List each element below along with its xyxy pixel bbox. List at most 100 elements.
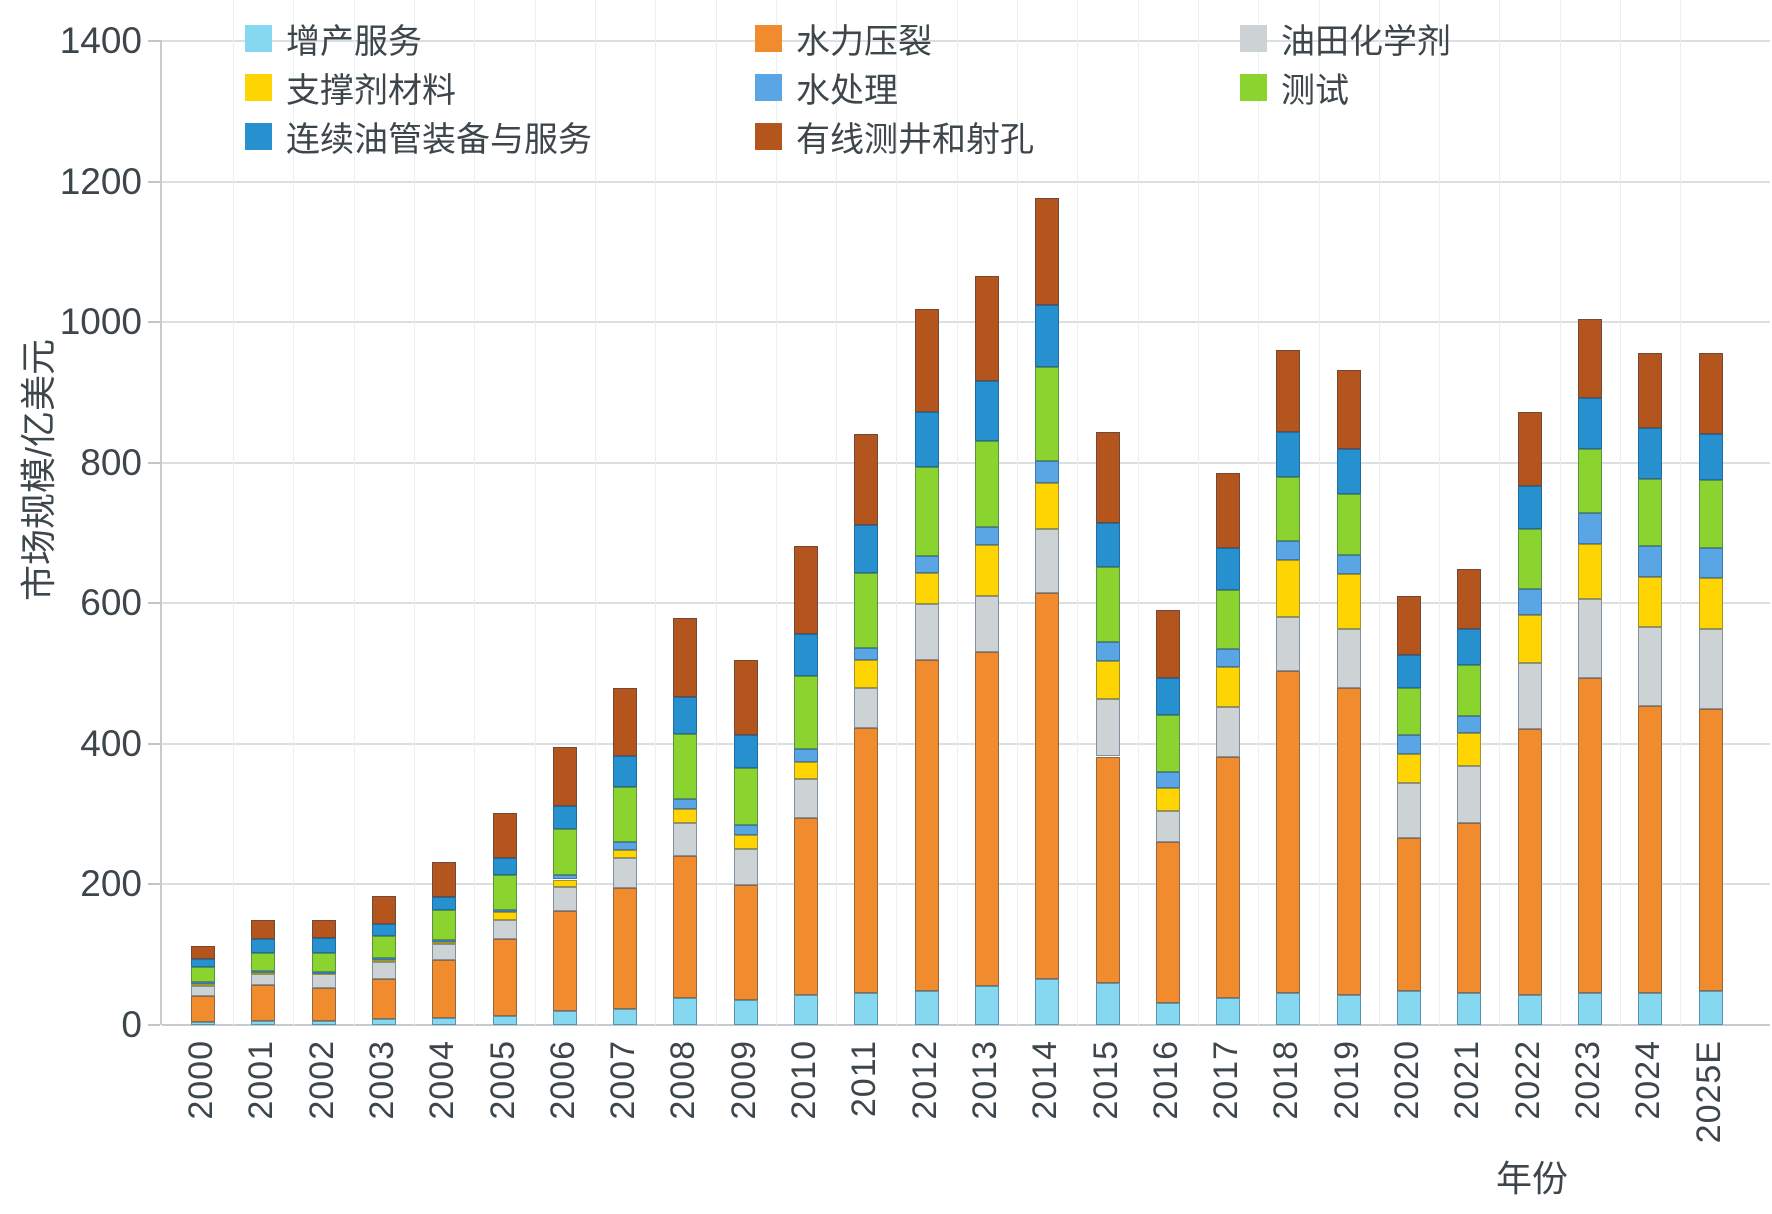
bar-segment-2025E-水处理 — [1698, 547, 1723, 578]
y-tick-label-600: 600 — [80, 582, 142, 624]
bar-segment-2009-连续油管装备与服务 — [733, 735, 758, 769]
bar-2009 — [733, 0, 758, 1025]
bar-segment-2024-连续油管装备与服务 — [1638, 428, 1663, 479]
bar-segment-2013-有线测井和射孔 — [974, 276, 999, 382]
bar-segment-2019-支撑剂材料 — [1336, 574, 1361, 629]
bar-segment-2004-水处理 — [432, 939, 457, 943]
bar-segment-2017-水力压裂 — [1216, 757, 1241, 999]
bar-segment-2005-连续油管装备与服务 — [492, 857, 517, 876]
y-tick-label-1400: 1400 — [59, 20, 142, 61]
bar-segment-2016-油田化学剂 — [1155, 810, 1180, 842]
x-tick-label-2012: 2012 — [905, 1040, 944, 1120]
bar-segment-2016-连续油管装备与服务 — [1155, 677, 1180, 716]
x-tick-label-2017: 2017 — [1207, 1040, 1246, 1120]
bar-segment-2012-水力压裂 — [914, 659, 939, 991]
bar-segment-2006-连续油管装备与服务 — [552, 806, 577, 829]
bar-segment-2015-有线测井和射孔 — [1095, 431, 1120, 524]
bar-segment-2000-增产服务 — [191, 1022, 215, 1025]
x-tick-label-2005: 2005 — [483, 1040, 522, 1120]
bar-segment-2016-水处理 — [1155, 771, 1180, 789]
gridline-v-14 — [1017, 0, 1019, 1025]
gridline-400 — [162, 742, 1770, 745]
x-tick-label-2008: 2008 — [664, 1040, 703, 1120]
bar-segment-2008-测试 — [673, 734, 698, 799]
gridline-200 — [162, 883, 1770, 886]
bar-segment-2017-油田化学剂 — [1216, 707, 1241, 758]
gridline-v-18 — [1258, 0, 1260, 1025]
bar-segment-2014-增产服务 — [1035, 979, 1060, 1025]
x-tick-label-2014: 2014 — [1026, 1040, 1065, 1120]
bar-segment-2018-水力压裂 — [1276, 670, 1301, 994]
legend-swatch-支撑剂材料 — [245, 74, 272, 101]
bar-segment-2004-连续油管装备与服务 — [432, 897, 457, 911]
bar-segment-2024-油田化学剂 — [1638, 627, 1663, 706]
bar-segment-2005-水力压裂 — [492, 938, 517, 1016]
x-tick-label-2019: 2019 — [1327, 1040, 1366, 1120]
legend-label-水力压裂: 水力压裂 — [796, 23, 932, 61]
gridline-1400 — [162, 40, 1770, 42]
bar-segment-2020-有线测井和射孔 — [1397, 596, 1421, 656]
bar-2016 — [1155, 0, 1180, 1025]
bar-segment-2015-水处理 — [1095, 641, 1120, 661]
bar-segment-2015-油田化学剂 — [1095, 698, 1120, 757]
legend-swatch-增产服务 — [245, 25, 272, 52]
bar-segment-2022-水力压裂 — [1517, 729, 1542, 995]
y-tick-0 — [148, 1024, 160, 1026]
gridline-1200 — [162, 180, 1770, 183]
bar-segment-2024-水力压裂 — [1638, 705, 1663, 993]
bar-segment-2016-有线测井和射孔 — [1155, 610, 1180, 678]
bar-2020 — [1397, 0, 1421, 1025]
bar-segment-2006-水力压裂 — [552, 911, 577, 1011]
bar-segment-2011-水力压裂 — [854, 728, 879, 993]
legend-label-支撑剂材料: 支撑剂材料 — [286, 72, 456, 110]
bar-segment-2001-油田化学剂 — [251, 974, 276, 985]
bar-segment-2012-有线测井和射孔 — [914, 308, 939, 413]
bar-segment-2012-连续油管装备与服务 — [914, 412, 939, 467]
bar-segment-2002-油田化学剂 — [311, 974, 336, 988]
gridline-v-16 — [1137, 0, 1139, 1025]
bar-2002 — [311, 0, 336, 1025]
y-tick-label-400: 400 — [80, 722, 142, 764]
bar-segment-2009-水处理 — [733, 824, 758, 835]
gridline-v-15 — [1077, 0, 1079, 1025]
bar-segment-2008-有线测井和射孔 — [673, 618, 698, 697]
legend-label-有线测井和射孔: 有线测井和射孔 — [796, 121, 1034, 159]
bar-segment-2011-测试 — [854, 573, 879, 649]
gridline-v-6 — [534, 0, 536, 1025]
bar-segment-2007-增产服务 — [613, 1008, 638, 1025]
bar-segment-2006-油田化学剂 — [552, 887, 577, 912]
legend-item-增产服务: 增产服务 — [245, 14, 422, 63]
x-tick-label-2016: 2016 — [1146, 1040, 1185, 1120]
bar-segment-2003-水处理 — [371, 958, 396, 961]
bar-segment-2005-水处理 — [492, 909, 517, 912]
bar-segment-2007-连续油管装备与服务 — [613, 755, 638, 788]
bar-segment-2010-测试 — [794, 676, 818, 750]
gridline-v-7 — [594, 0, 596, 1025]
bar-segment-2009-支撑剂材料 — [733, 834, 758, 850]
bar-segment-2004-增产服务 — [432, 1017, 457, 1025]
bar-segment-2002-水处理 — [311, 971, 336, 974]
bar-segment-2017-连续油管装备与服务 — [1216, 548, 1241, 590]
bar-segment-2024-有线测井和射孔 — [1638, 353, 1663, 429]
bar-segment-2011-支撑剂材料 — [854, 659, 879, 689]
x-axis-title: 年份 — [1495, 1158, 1569, 1199]
bar-segment-2022-支撑剂材料 — [1517, 615, 1542, 663]
legend-swatch-水处理 — [755, 74, 782, 101]
legend-item-支撑剂材料: 支撑剂材料 — [245, 63, 456, 112]
bar-segment-2010-支撑剂材料 — [794, 762, 818, 779]
legend-item-有线测井和射孔: 有线测井和射孔 — [755, 112, 1034, 161]
bar-segment-2017-增产服务 — [1216, 998, 1241, 1025]
bar-segment-2001-测试 — [251, 952, 276, 971]
bar-segment-2012-测试 — [914, 466, 939, 557]
x-tick-label-2002: 2002 — [302, 1040, 341, 1120]
bar-segment-2001-水力压裂 — [251, 984, 276, 1022]
y-tick-1200 — [148, 180, 160, 183]
bar-segment-2023-水处理 — [1577, 513, 1602, 544]
bar-segment-2014-水力压裂 — [1035, 593, 1060, 980]
bar-segment-2007-有线测井和射孔 — [613, 688, 638, 756]
bar-segment-2018-连续油管装备与服务 — [1276, 431, 1301, 477]
bar-2000 — [191, 0, 215, 1025]
bar-2021 — [1457, 0, 1482, 1025]
legend-label-连续油管装备与服务: 连续油管装备与服务 — [286, 121, 592, 159]
